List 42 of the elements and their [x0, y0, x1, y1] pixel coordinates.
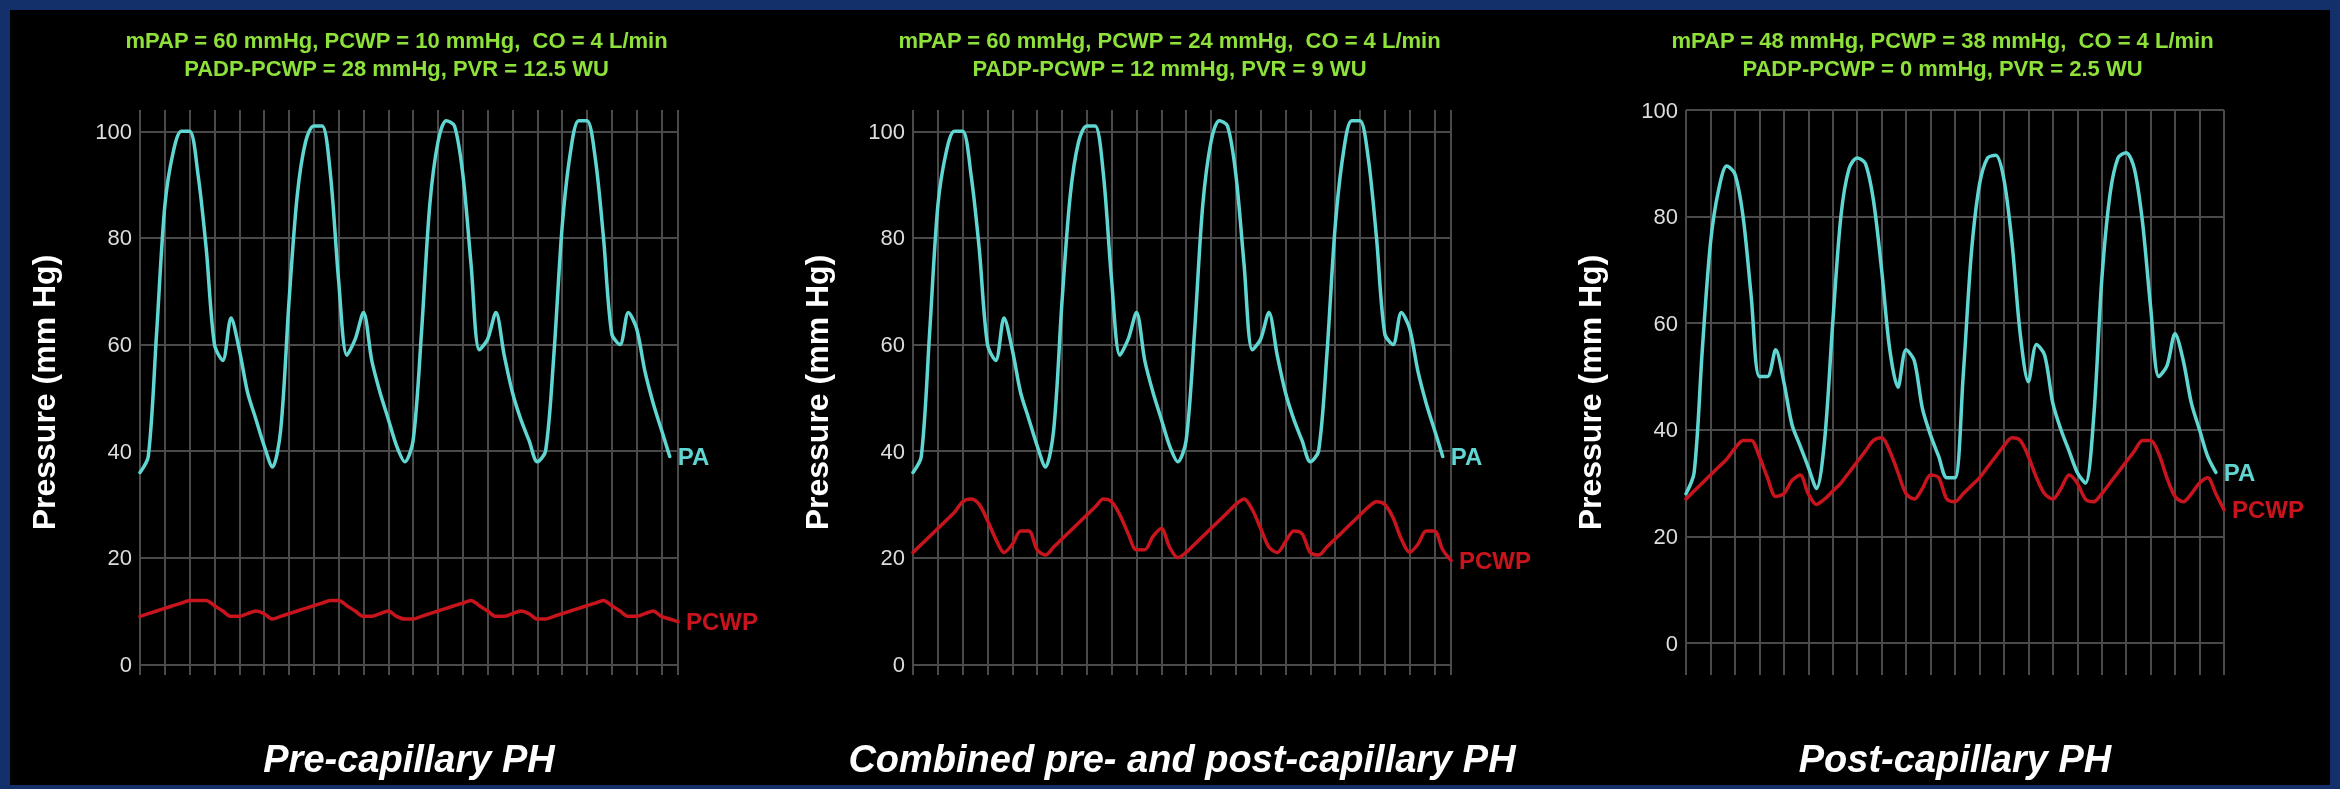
chart-title: mPAP = 60 mmHg, PCWP = 10 mmHg, CO = 4 L/min	[125, 27, 668, 53]
chart-title: mPAP = 48 mmHg, PCWP = 38 mmHg, CO = 4 L/min	[1671, 27, 2214, 53]
y-tick-label: 0	[892, 651, 905, 677]
y-tick-label: 60	[880, 332, 905, 358]
chart-subtitle: PADP-PCWP = 28 mmHg, PVR = 12.5 WU	[184, 55, 609, 81]
x-axis-title: Combined pre- and post-capillary PH	[848, 738, 1518, 780]
y-tick-label: 20	[1653, 523, 1678, 549]
y-tick-label: 100	[95, 118, 132, 144]
chart-title: mPAP = 60 mmHg, PCWP = 24 mmHg, CO = 4 L/min	[898, 27, 1441, 53]
series-label: PA	[1450, 442, 1483, 470]
x-axis-title: Post-capillary PH	[1798, 738, 2113, 780]
line-series	[1684, 150, 2218, 496]
y-tick-label: 80	[880, 225, 905, 251]
y-tick-label: 80	[107, 225, 132, 251]
y-tick-label: 40	[880, 438, 905, 464]
series-label: PA	[677, 442, 710, 470]
y-axis-title: Pressure (mm Hg)	[799, 254, 835, 531]
series-label: PCWP	[2232, 496, 2304, 524]
x-axis-title: Pre-capillary PH	[263, 738, 557, 780]
y-tick-label: 20	[107, 545, 132, 571]
line-series	[911, 497, 1453, 563]
line-series	[138, 118, 672, 475]
y-tick-label: 40	[107, 438, 132, 464]
y-axis-title: Pressure (mm Hg)	[26, 254, 62, 531]
y-tick-label: 60	[1653, 310, 1678, 336]
y-tick-label: 0	[119, 651, 132, 677]
y-axis-title: Pressure (mm Hg)	[1572, 254, 1608, 531]
y-tick-label: 60	[107, 332, 132, 358]
y-tick-label: 100	[1641, 97, 1678, 123]
line-series	[911, 118, 1445, 475]
y-tick-label: 0	[1665, 630, 1678, 656]
series-label: PCWP	[1459, 546, 1531, 574]
y-tick-label: 20	[880, 545, 905, 571]
line-series	[138, 598, 680, 624]
chart-subtitle: PADP-PCWP = 0 mmHg, PVR = 2.5 WU	[1742, 55, 2143, 81]
y-tick-label: 100	[868, 118, 905, 144]
chart-subtitle: PADP-PCWP = 12 mmHg, PVR = 9 WU	[972, 55, 1367, 81]
series-label: PA	[2223, 458, 2256, 486]
y-tick-label: 80	[1653, 204, 1678, 230]
series-label: PCWP	[686, 608, 758, 636]
line-series	[1684, 436, 2226, 512]
y-tick-label: 40	[1653, 417, 1678, 443]
